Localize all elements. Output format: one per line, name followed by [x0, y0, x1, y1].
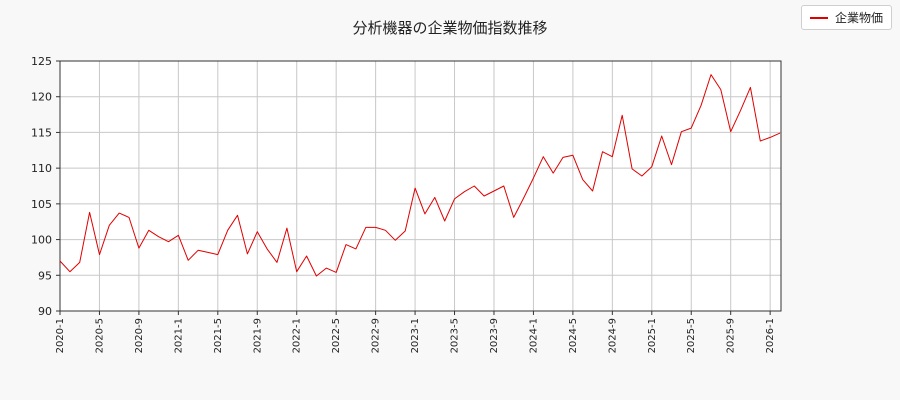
y-tick-label: 100 — [31, 234, 52, 247]
x-tick-label: 2020-5 — [94, 318, 105, 353]
y-tick-label: 90 — [38, 305, 52, 318]
y-tick-label: 120 — [31, 91, 52, 104]
x-tick-label: 2021-1 — [173, 318, 184, 353]
series-line-corporate-price — [59, 74, 781, 277]
plot-frame — [59, 60, 782, 312]
x-tick-label: 2020-1 — [55, 318, 66, 353]
x-tick-label: 2022-9 — [371, 318, 382, 353]
axes: 90 95 100 105 110 115 120 125 2020-1 2020-5 2020-9… — [31, 55, 782, 353]
x-tick-label: 2023-5 — [450, 318, 461, 353]
y-tick-label: 115 — [31, 126, 52, 139]
legend: 企業物価 — [800, 5, 892, 30]
x-tick-label: 2025-5 — [686, 318, 697, 353]
x-tick-label: 2025-9 — [726, 318, 737, 353]
x-tick-label: 2025-1 — [647, 318, 658, 353]
chart-title: 分析機器の企業物価指数推移 — [352, 19, 547, 37]
legend-swatch — [809, 16, 828, 19]
y-tick-label: 125 — [31, 55, 52, 68]
x-tick-label: 2024-5 — [568, 318, 579, 353]
x-tick-label: 2022-5 — [331, 318, 342, 353]
x-tick-label: 2020-9 — [134, 318, 145, 353]
x-tick-label: 2023-1 — [410, 318, 421, 353]
plot-area — [60, 61, 781, 311]
x-tick-label: 2021-9 — [252, 318, 263, 353]
legend-label: 企業物価 — [834, 11, 883, 25]
y-tick-label: 95 — [38, 269, 52, 282]
series-layer — [59, 74, 781, 277]
y-tick-label: 105 — [31, 198, 52, 211]
x-tick-label: 2021-5 — [213, 318, 224, 353]
x-tick-label: 2024-1 — [528, 318, 539, 353]
x-tick-label: 2023-9 — [489, 318, 500, 353]
x-tick-label: 2022-1 — [292, 318, 303, 353]
grid — [59, 60, 781, 312]
y-tick-label: 110 — [31, 162, 52, 175]
x-tick-label: 2024-9 — [607, 318, 618, 353]
x-tick-label: 2026-1 — [765, 318, 776, 353]
